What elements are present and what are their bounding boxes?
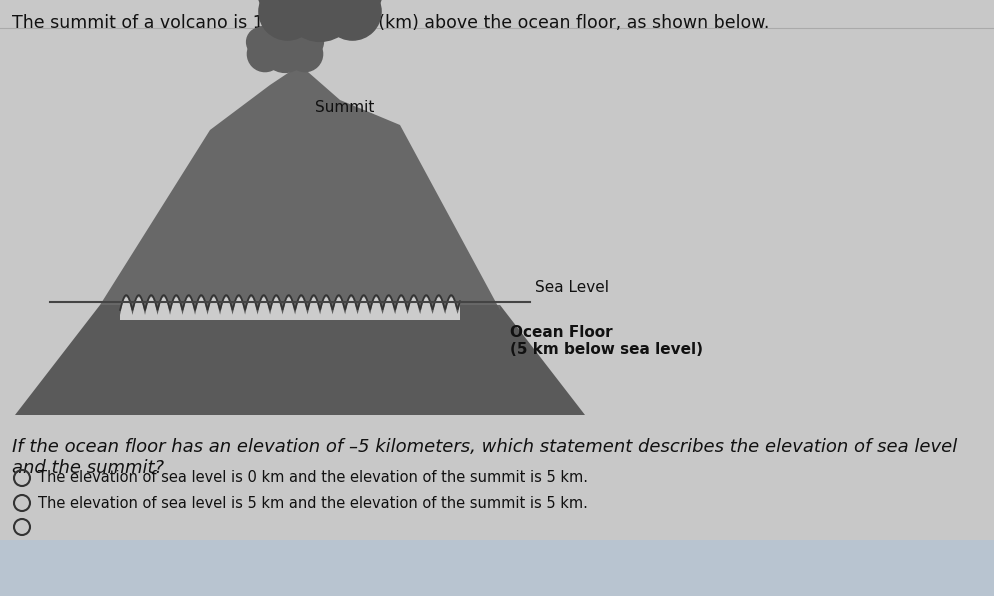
Circle shape: [309, 0, 361, 8]
Circle shape: [283, 0, 356, 41]
Circle shape: [262, 27, 307, 72]
Text: If the ocean floor has an elevation of –5 kilometers, which statement describes : If the ocean floor has an elevation of –…: [12, 438, 956, 477]
Circle shape: [335, 0, 382, 15]
Text: The elevation of sea level is 5 km and the elevation of the summit is 5 km.: The elevation of sea level is 5 km and t…: [38, 495, 587, 511]
Circle shape: [258, 0, 316, 40]
Circle shape: [278, 0, 330, 8]
Text: Summit: Summit: [315, 100, 374, 115]
Circle shape: [278, 20, 310, 52]
Circle shape: [294, 27, 323, 57]
Circle shape: [291, 0, 348, 1]
Polygon shape: [120, 297, 459, 320]
Bar: [0, 540, 994, 596]
Circle shape: [267, 13, 302, 48]
Text: Sea Level: Sea Level: [535, 280, 608, 295]
Circle shape: [257, 0, 304, 15]
Circle shape: [247, 27, 275, 57]
Circle shape: [324, 0, 381, 40]
Text: Ocean Floor
(5 km below sea level): Ocean Floor (5 km below sea level): [510, 325, 703, 358]
Text: The summit of a volcano is 10 kilometers (km) above the ocean floor, as shown be: The summit of a volcano is 10 kilometers…: [12, 14, 768, 32]
Circle shape: [287, 36, 322, 72]
Circle shape: [259, 20, 291, 52]
Polygon shape: [15, 305, 584, 415]
Polygon shape: [100, 65, 500, 310]
Text: The elevation of sea level is 0 km and the elevation of the summit is 5 km.: The elevation of sea level is 0 km and t…: [38, 470, 587, 486]
Circle shape: [248, 36, 282, 72]
